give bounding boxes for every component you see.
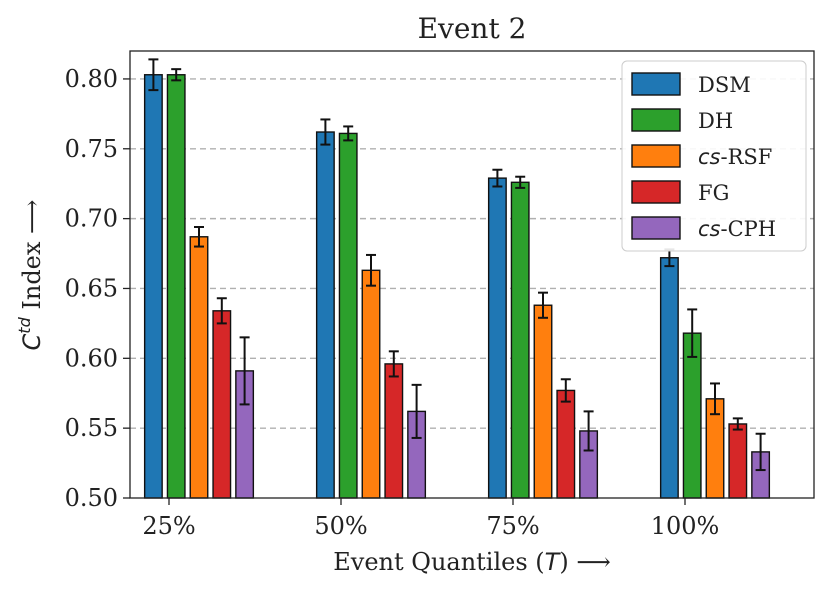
legend-swatch-dh <box>631 108 681 132</box>
legend-label-text: -RSF <box>721 145 773 169</box>
legend-label-text: -CPH <box>721 217 777 241</box>
bar-fg-1 <box>384 363 404 499</box>
y-tick-label: 0.55 <box>65 414 118 442</box>
y-tick-label: 0.50 <box>65 484 118 512</box>
x-tick-label: 50% <box>314 512 367 540</box>
y-tick-label: 0.70 <box>65 205 118 233</box>
x-tick-label: 25% <box>142 512 195 540</box>
legend-label-text: FG <box>698 181 729 205</box>
bar-dsm-2 <box>487 177 507 499</box>
bar-dh-1 <box>338 132 358 499</box>
bar-fg-0 <box>212 310 232 499</box>
bar-fg-2 <box>556 389 576 499</box>
y-tick-label: 0.80 <box>65 65 118 93</box>
bar-cs-rsf-2 <box>533 304 553 499</box>
legend-label-dsm: DSM <box>698 73 751 97</box>
bar-dh-2 <box>510 181 530 499</box>
y-axis-ticks: 0.50 0.55 0.60 0.65 0.70 0.75 0.80 <box>65 65 130 512</box>
x-axis-label-pre: Event Quantiles ( <box>333 548 544 576</box>
y-axis-label-var: C <box>18 333 46 350</box>
y-tick-label: 0.75 <box>65 135 118 163</box>
legend-label-fg: FG <box>698 181 729 205</box>
legend-label-cs-cph: cs-CPH <box>698 217 776 241</box>
x-axis-label-post: ) ⟶ <box>559 548 610 576</box>
bar-cs-rsf-1 <box>361 269 381 499</box>
legend-label-text: DH <box>698 109 733 133</box>
y-axis-label-sup: td <box>15 316 34 333</box>
bar-cs-rsf-0 <box>189 236 209 499</box>
x-axis-label: Event Quantiles (T) ⟶ <box>333 548 611 576</box>
legend-label-prefix: cs <box>698 145 721 169</box>
y-tick-label: 0.60 <box>65 344 118 372</box>
bar-dh-0 <box>166 74 186 499</box>
y-axis-label-rest: Index ⟶ <box>18 200 46 318</box>
legend-swatch-cs-rsf <box>631 144 681 168</box>
legend-swatch-dsm <box>631 72 681 96</box>
legend-label-cs-rsf: cs-RSF <box>698 145 772 169</box>
legend-label-text: DSM <box>698 73 751 97</box>
legend-swatch-fg <box>631 180 681 204</box>
x-axis-ticks: 25% 50% 75% 100% <box>142 498 719 540</box>
x-axis-label-var: T <box>545 548 562 576</box>
legend-swatch-cs-cph <box>631 216 681 240</box>
x-tick-label: 75% <box>486 512 539 540</box>
legend-label-prefix: cs <box>698 217 721 241</box>
chart-title: Event 2 <box>418 12 527 45</box>
y-tick-label: 0.65 <box>65 274 118 302</box>
plot-frame <box>129 50 815 499</box>
legend-label-dh: DH <box>698 109 733 133</box>
bar-dsm-3 <box>659 257 679 499</box>
bar-dsm-1 <box>315 131 335 499</box>
x-tick-label: 100% <box>651 512 720 540</box>
y-axis-label: Ctd Index ⟶ <box>15 200 46 351</box>
bar-fg-3 <box>728 423 748 499</box>
bar-dsm-0 <box>143 74 163 499</box>
